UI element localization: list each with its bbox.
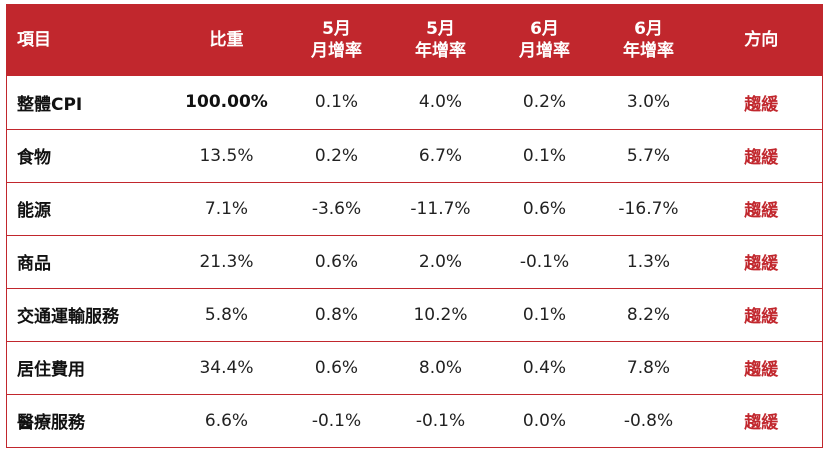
row-may-yoy: 4.0% [418,92,463,113]
table-row: 醫療服務 6.6% -0.1% -0.1% 0.0% -0.8% 趨緩 [6,394,823,447]
row-jun-yoy: 3.0% [626,92,671,113]
row-jun-yoy: -0.8% [623,410,674,431]
header-may-mom-month: 5月 [322,19,351,39]
row-direction: 趨緩 [744,413,779,433]
table-row: 商品 21.3% 0.6% 2.0% -0.1% 1.3% 趨緩 [6,235,823,288]
header-may-yoy-month: 5月 [426,19,455,39]
row-direction: 趨緩 [744,360,779,380]
header-item: 項目 [17,30,51,50]
row-weight: 100.00% [185,92,268,113]
row-may-mom: 0.6% [314,251,359,272]
row-name: 食物 [17,148,51,168]
header-jun-yoy: 6月 年增率 [597,4,701,76]
row-may-yoy: 8.0% [418,357,463,378]
row-may-yoy: 10.2% [413,304,468,325]
header-may-mom-label: 月增率 [311,41,362,61]
header-jun-mom-month: 6月 [530,19,559,39]
header-jun-mom-label: 月增率 [519,41,570,61]
row-jun-yoy: 8.2% [626,304,671,325]
row-jun-mom: 0.0% [522,410,567,431]
row-jun-mom: 0.4% [522,357,567,378]
row-weight: 6.6% [204,410,249,431]
table-header: 項目 比重 5月 月增率 5月 年增率 6月 月增率 6月 年增率 [6,4,823,76]
header-weight: 比重 [209,30,244,50]
row-weight: 5.8% [204,304,249,325]
row-jun-mom: 0.1% [522,145,567,166]
row-may-yoy: 2.0% [418,251,463,272]
row-may-mom: 0.8% [314,304,359,325]
row-direction: 趨緩 [744,94,779,115]
row-may-mom: -0.1% [311,410,362,431]
header-direction: 方向 [744,30,779,50]
row-jun-yoy: 5.7% [626,145,671,166]
table-row: 居住費用 34.4% 0.6% 8.0% 0.4% 7.8% 趨緩 [6,341,823,394]
cpi-table: 項目 比重 5月 月增率 5月 年增率 6月 月增率 6月 年增率 [6,4,823,448]
row-weight: 13.5% [199,145,254,166]
header-jun-mom: 6月 月增率 [493,4,597,76]
row-may-yoy: 6.7% [418,145,463,166]
row-jun-yoy: 1.3% [626,251,671,272]
row-weight: 7.1% [204,198,249,219]
header-row: 項目 比重 5月 月增率 5月 年增率 6月 月增率 6月 年增率 [6,4,823,76]
row-direction: 趨緩 [744,254,779,274]
row-may-mom: 0.1% [314,92,359,113]
row-direction: 趨緩 [744,307,779,327]
row-direction: 趨緩 [744,148,779,168]
row-may-yoy: -0.1% [415,410,466,431]
row-name: 能源 [17,201,51,221]
row-jun-mom: 0.1% [522,304,567,325]
row-jun-yoy: 7.8% [626,357,671,378]
table-row: 交通運輸服務 5.8% 0.8% 10.2% 0.1% 8.2% 趨緩 [6,288,823,341]
table-row: 能源 7.1% -3.6% -11.7% 0.6% -16.7% 趨緩 [6,182,823,235]
header-jun-yoy-month: 6月 [634,19,663,39]
row-name: 醫療服務 [17,413,85,433]
table-row: 整體CPI 100.00% 0.1% 4.0% 0.2% 3.0% 趨緩 [6,76,823,129]
row-may-mom: 0.6% [314,357,359,378]
row-name: 整體CPI [17,94,83,115]
row-may-yoy: -11.7% [410,198,471,219]
table-body: 整體CPI 100.00% 0.1% 4.0% 0.2% 3.0% 趨緩 食物 … [6,76,823,447]
row-jun-mom: 0.2% [522,92,567,113]
header-may-yoy-label: 年增率 [415,41,466,61]
row-name: 商品 [17,254,51,274]
row-jun-mom: -0.1% [519,251,570,272]
row-may-mom: -3.6% [311,198,362,219]
row-may-mom: 0.2% [314,145,359,166]
row-name: 居住費用 [17,360,85,380]
header-jun-yoy-label: 年增率 [623,41,674,61]
row-name: 交通運輸服務 [17,307,119,327]
table-row: 食物 13.5% 0.2% 6.7% 0.1% 5.7% 趨緩 [6,129,823,182]
row-weight: 34.4% [199,357,254,378]
row-jun-yoy: -16.7% [618,198,679,219]
header-may-mom: 5月 月增率 [285,4,389,76]
row-direction: 趨緩 [744,201,779,221]
header-may-yoy: 5月 年增率 [389,4,493,76]
row-jun-mom: 0.6% [522,198,567,219]
row-weight: 21.3% [199,251,254,272]
